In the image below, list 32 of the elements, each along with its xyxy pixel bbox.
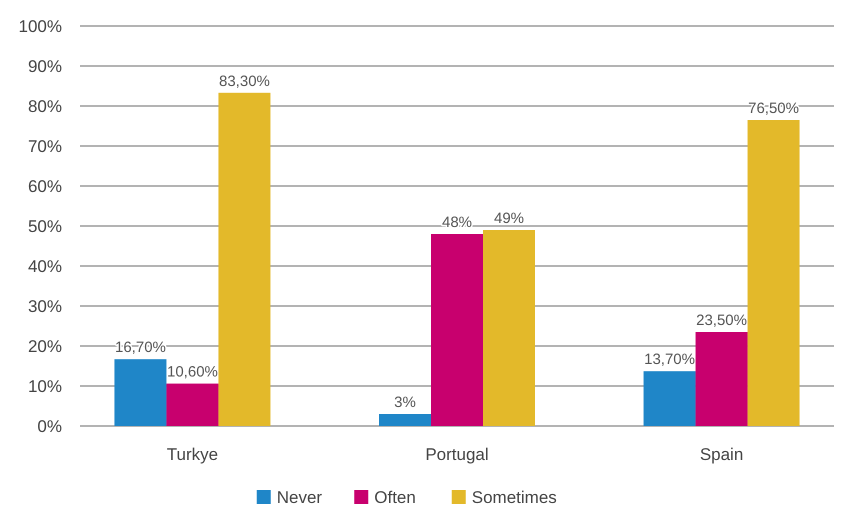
- data-label: 23,50%: [696, 312, 747, 329]
- y-tick-label: 60%: [28, 176, 62, 196]
- y-tick-label: 10%: [28, 376, 62, 396]
- y-tick-label: 0%: [37, 416, 62, 436]
- bar: [748, 120, 800, 426]
- y-tick-label: 90%: [28, 56, 62, 76]
- data-label: 13,70%: [644, 351, 695, 368]
- x-tick-label: Spain: [700, 445, 744, 464]
- data-label: 49%: [494, 210, 524, 227]
- bar: [696, 332, 748, 426]
- y-tick-label: 80%: [28, 96, 62, 116]
- bar: [379, 414, 431, 426]
- bar: [431, 234, 483, 426]
- y-tick-label: 30%: [28, 296, 62, 316]
- legend-label: Never: [276, 488, 322, 507]
- bar: [483, 230, 535, 426]
- y-tick-label: 70%: [28, 136, 62, 156]
- legend-label: Often: [374, 488, 416, 507]
- data-label: 10,60%: [167, 364, 218, 381]
- x-tick-label: Turkye: [166, 445, 218, 464]
- bar: [218, 92, 270, 426]
- bar: [166, 384, 218, 426]
- bar: [114, 359, 166, 426]
- data-label: 3%: [394, 394, 416, 411]
- y-tick-label: 50%: [28, 216, 62, 236]
- bar: [644, 371, 696, 426]
- y-tick-label: 20%: [28, 336, 62, 356]
- y-tick-label: 40%: [28, 256, 62, 276]
- y-tick-label: 100%: [18, 16, 62, 36]
- data-label: 83,30%: [219, 72, 270, 90]
- x-tick-label: Portugal: [425, 445, 489, 464]
- legend-label: Sometimes: [472, 488, 557, 507]
